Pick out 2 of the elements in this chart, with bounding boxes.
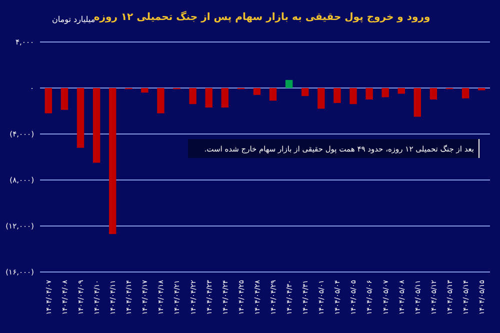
y-axis-title: میلیارد تومان — [52, 15, 96, 24]
chart-title: ورود و خروج پول حقیقی به بازار سهام پس از جنگ تحمیلی ۱۲ روزه — [94, 10, 430, 23]
